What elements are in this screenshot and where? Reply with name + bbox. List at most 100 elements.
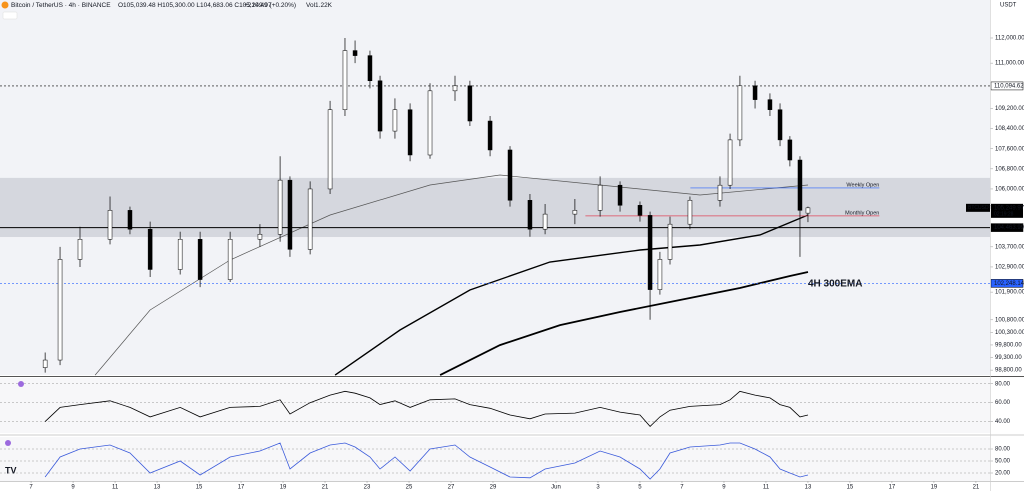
x-tick-label: 29 [490,485,497,491]
last-price: 105,249.97 [994,205,1024,211]
moving-average [94,174,809,376]
candle-body [177,239,183,270]
x-tick-label: 17 [238,485,245,491]
candle-body [727,139,733,186]
candle-body [377,80,383,132]
x-tick-label: 25 [406,485,413,491]
candle-body [737,85,743,141]
candle-body [617,184,623,206]
annotation: 4H 300EMA [808,279,862,290]
y-tick-label: 108,400.00 [995,126,1024,132]
candle-body [147,228,153,270]
y-tick-label: 100,800.00 [995,317,1024,323]
y-tick-label: 20.00 [995,471,1011,477]
candle-body [287,179,293,250]
x-tick-label: 19 [931,485,938,491]
x-tick-label: 21 [973,485,980,491]
candle-body [257,233,263,240]
symbol-box [966,203,990,212]
price-zone [0,177,990,238]
candle-body [197,239,203,280]
candle-body [507,149,513,201]
last-price-box [991,203,1023,218]
layers: 112,000.00 111,000.00 109,200.00 108,400.00… [0,36,1024,491]
y-tick-label: 112,000.00 [995,36,1024,42]
x-tick-label: 11 [763,485,770,491]
candle-body [127,210,133,230]
candle-body [342,50,348,110]
x-tick-label: Jun [551,485,561,491]
level-box [990,279,1024,288]
x-tick-label: 23 [364,485,371,491]
candle-body [452,85,458,92]
candle-body [77,239,83,260]
y-tick-label: 60.00 [995,400,1011,406]
level-box [990,223,1024,232]
candle-body [777,109,783,141]
x-tick-label: 15 [847,485,854,491]
x-tick-label: 13 [805,485,812,491]
candle-body [392,109,398,132]
candle-body [277,179,283,235]
x-tick-label: 9 [71,485,75,491]
candle-body [767,99,773,110]
volume: Vol1.22K [306,2,333,9]
candle-body [42,359,48,368]
open-level-label: Weekly Open [846,182,879,188]
x-tick-label: 7 [680,485,684,491]
x-tick-label: 27 [448,485,455,491]
countdown: 02:19:28 [994,212,1014,218]
candle-body [327,109,333,190]
symbol-label: BTCUSDT [968,205,992,211]
tv-logo: TV [5,465,17,475]
y-tick-label: 101,900.00 [995,290,1024,296]
candle-body [487,120,493,151]
y-tick-label: 80.00 [995,381,1011,387]
x-tick-label: 17 [889,485,896,491]
price-change: +210.49 (+0.20%) [244,2,296,9]
y-tick-label: 40.00 [995,419,1011,425]
collapse-button[interactable] [2,11,18,20]
candle-body [717,184,723,201]
level-label: 104,463.99 [994,225,1024,231]
y-tick-label: 111,000.00 [995,61,1024,67]
candle-body [467,85,473,122]
x-tick-label: 13 [154,485,161,491]
x-tick-label: 5 [638,485,642,491]
candle-body [407,109,413,156]
candle-body [427,90,433,156]
y-tick-label: 103,700.00 [995,244,1024,250]
x-tick-label: 3 [596,485,600,491]
ohlc-values: O105,039.48 H105,300.00 L104,683.06 C105… [118,2,272,9]
candle-body [572,210,578,215]
stoch-pane [0,437,990,481]
open-level-label: Monthly Open [845,210,879,216]
candle-body [367,55,373,82]
y-tick-label: 99,300.00 [995,355,1022,361]
currency: USDT [1000,3,1017,9]
x-tick-label: 7 [29,485,33,491]
x-tick-label: 19 [280,485,287,491]
candle-body [797,159,803,211]
symbol-title: Bitcoin / TetherUS · 4h · BINANCE [11,2,111,9]
y-tick-label: 100,300.00 [995,330,1024,336]
level-label: 110,094.62 [994,84,1024,90]
x-tick-label: 21 [322,485,329,491]
candle-body [597,184,603,211]
level-box [990,81,1024,91]
candle-body [107,210,113,240]
level-label: 102,248.14 [994,281,1024,287]
symbol-logo [1,1,9,9]
moving-average [334,214,809,376]
candle-body [637,205,643,216]
y-tick-label: 98,800.00 [995,368,1022,374]
oscillator-line [44,390,809,427]
oscillator-line [44,442,809,480]
y-tick-label: 80.00 [995,447,1011,453]
y-tick-label: 109,200.00 [995,106,1024,112]
y-tick-label: 106,000.00 [995,187,1024,193]
candle-body [647,215,653,290]
x-tick-label: 9 [722,485,726,491]
